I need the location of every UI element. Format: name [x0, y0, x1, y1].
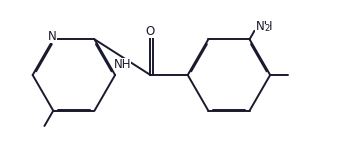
Text: NH: NH	[255, 20, 273, 33]
Text: 2: 2	[264, 24, 270, 33]
Text: O: O	[146, 25, 155, 38]
Text: NH: NH	[114, 57, 131, 70]
Text: N: N	[48, 30, 57, 43]
